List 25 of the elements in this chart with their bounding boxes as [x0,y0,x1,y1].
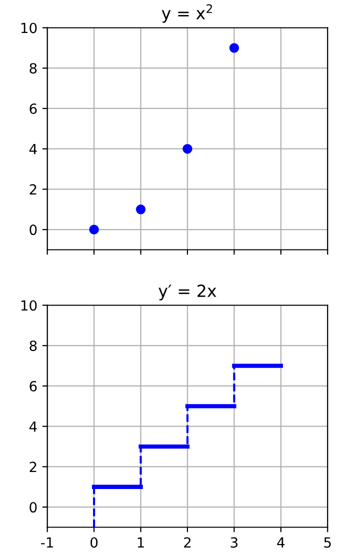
y-tick-label: 6 [30,103,37,114]
x-tick-label: 1 [138,537,144,548]
x-tick-label: 5 [324,537,331,548]
y-tick-label: 0 [30,502,37,513]
y-tick-label: 10 [21,300,37,311]
chart-title: y′ = 2x [158,284,216,300]
y-tick-label: 4 [29,144,37,154]
y-tick-label: 8 [30,340,37,352]
point [89,224,99,234]
point [182,144,192,154]
y-tick-label: 6 [30,380,37,392]
y-tick-label: 2 [30,462,36,472]
x-tick-label: 3 [230,537,238,548]
y-tick-label: 0 [30,224,37,236]
x-tick-label: -1 [41,537,53,548]
x-tick-label: 2 [184,537,190,548]
x-tick-label: 4 [277,537,285,548]
y-tick-label: 2 [30,184,36,194]
chart-title: y = x$^{2}$ [162,4,212,23]
x-tick-label: 0 [90,537,98,548]
y-tick-label: 4 [29,421,37,432]
y-tick-label: 8 [30,63,37,74]
point [229,43,240,53]
point [136,204,146,214]
y-tick-label: 10 [21,22,37,34]
